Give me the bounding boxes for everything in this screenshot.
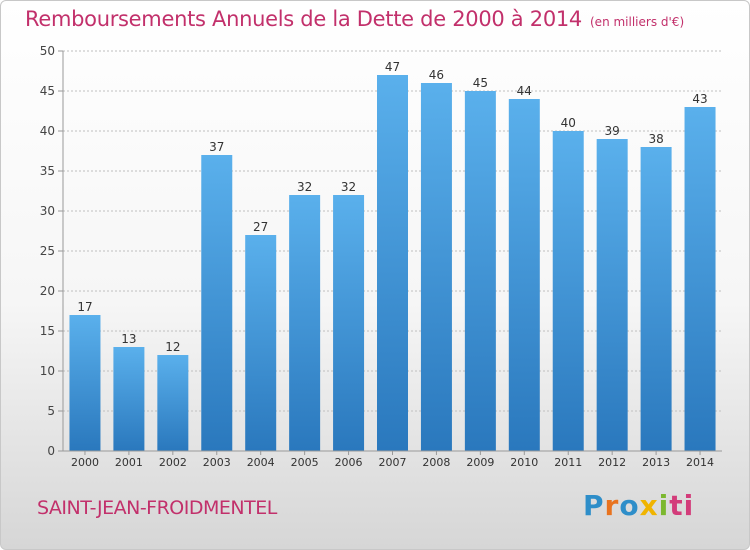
bar-value-label: 32 — [341, 180, 356, 194]
bar-value-label: 43 — [692, 92, 707, 106]
proxiti-logo: Proxiti — [583, 489, 694, 522]
bar — [113, 347, 145, 451]
bars: 17 13 12 37 27 32 32 47 46 45 44 40 39 38 43 — [69, 60, 716, 451]
bar-value-label: 44 — [517, 84, 532, 98]
x-tick-label: 2002 — [159, 456, 187, 469]
x-tick-label: 2010 — [510, 456, 538, 469]
bar — [684, 107, 716, 451]
bar-value-label: 12 — [165, 340, 180, 354]
bar — [333, 195, 365, 451]
bar-value-label: 45 — [473, 76, 488, 90]
x-tick-label: 2007 — [379, 456, 407, 469]
x-tick-label: 2005 — [291, 456, 319, 469]
bar-value-label: 32 — [297, 180, 312, 194]
y-tick-label: 30 — [40, 204, 55, 218]
chart-title: Remboursements Annuels de la Dette de 20… — [25, 7, 684, 31]
commune-name: SAINT-JEAN-FROIDMENTEL — [37, 497, 277, 519]
logo-letter: P — [583, 489, 605, 522]
bar — [245, 235, 277, 451]
bar — [69, 315, 101, 451]
x-tick-label: 2001 — [115, 456, 143, 469]
x-tick-label: 2008 — [422, 456, 450, 469]
logo-letter: o — [619, 489, 640, 522]
chart-title-text: Remboursements Annuels de la Dette de 20… — [25, 7, 582, 31]
bar — [464, 91, 496, 451]
bar-value-label: 37 — [209, 140, 224, 154]
y-tick-label: 25 — [40, 244, 55, 258]
bar — [157, 355, 189, 451]
x-tick-label: 2013 — [642, 456, 670, 469]
bar — [420, 83, 452, 451]
bar — [596, 139, 628, 451]
logo-letter: x — [639, 489, 659, 522]
x-tick-label: 2004 — [247, 456, 275, 469]
bar — [201, 155, 233, 451]
y-tick-label: 50 — [40, 44, 55, 58]
y-tick-label: 20 — [40, 284, 55, 298]
y-tick-label: 15 — [40, 324, 55, 338]
bar-value-label: 40 — [561, 116, 576, 130]
x-tick-label: 2003 — [203, 456, 231, 469]
y-tick-label: 10 — [40, 364, 55, 378]
y-tick-label: 0 — [47, 444, 55, 458]
bar-value-label: 39 — [605, 124, 620, 138]
bar-value-label: 27 — [253, 220, 268, 234]
bar-value-label: 17 — [77, 300, 92, 314]
bar — [377, 75, 408, 451]
x-tick-label: 2006 — [335, 456, 363, 469]
logo-letter: i — [658, 489, 670, 522]
bar-value-label: 13 — [121, 332, 136, 346]
bar-value-label: 47 — [385, 60, 400, 74]
logo-letter: ti — [669, 489, 695, 522]
x-tick-label: 2014 — [686, 456, 714, 469]
y-tick-label: 40 — [40, 124, 55, 138]
y-tick-label: 35 — [40, 164, 55, 178]
x-tick-label: 2012 — [598, 456, 626, 469]
y-tick-label: 45 — [40, 84, 55, 98]
axes: 0 5 10 15 20 25 30 35 40 45 50 2000 2001 2002 2003 2004… — [40, 44, 722, 469]
bar-value-label: 38 — [648, 132, 663, 146]
bar — [289, 195, 321, 451]
bar — [508, 99, 540, 451]
y-tick-label: 5 — [47, 404, 55, 418]
x-tick-label: 2009 — [466, 456, 494, 469]
chart-subtitle: (en milliers d'€) — [590, 15, 685, 29]
bar — [552, 131, 584, 451]
x-tick-label: 2011 — [554, 456, 582, 469]
bar — [640, 147, 672, 451]
bar-value-label: 46 — [429, 68, 444, 82]
x-tick-label: 2000 — [71, 456, 99, 469]
logo-letter: r — [604, 489, 620, 522]
